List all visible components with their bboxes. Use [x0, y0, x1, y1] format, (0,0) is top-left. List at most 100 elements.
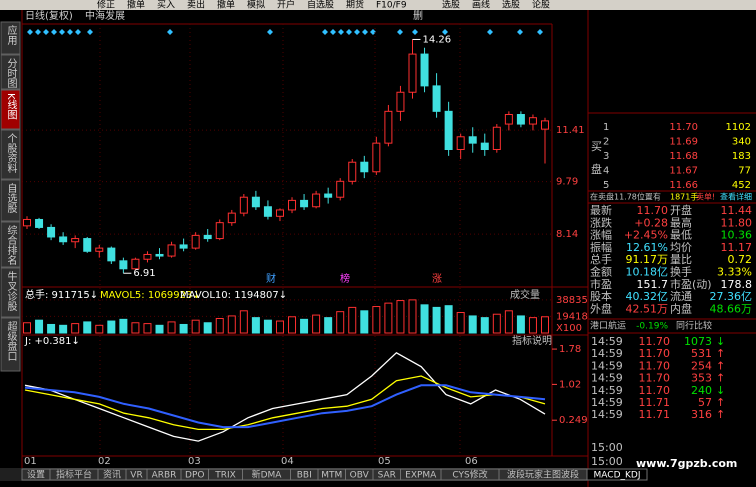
volume-bar [516, 315, 525, 334]
candle-body [288, 199, 297, 211]
sidebar-tab[interactable] [0, 21, 21, 55]
stat-value: 48.66万 [710, 302, 753, 315]
candle-body [251, 196, 260, 208]
candle-body [360, 161, 369, 173]
signal-diamond [537, 29, 543, 35]
sector-name[interactable]: 港口航运 [590, 320, 626, 332]
toolbar-button[interactable]: 开户 [277, 0, 295, 11]
candle-body [179, 244, 188, 249]
volume-bar [336, 311, 345, 334]
candle-body [227, 212, 236, 224]
tab-label[interactable]: EXPMA [405, 471, 437, 481]
tab-label[interactable]: 新DMA [252, 469, 283, 481]
tab-label[interactable]: 指标平台 [56, 469, 92, 481]
volume-title[interactable]: 成交量 [510, 288, 540, 301]
tab-label[interactable]: BBI [297, 471, 312, 481]
event-marker[interactable]: 涨 [432, 273, 442, 285]
toolbar-button[interactable]: 论股 [532, 0, 550, 11]
tab-label[interactable]: VR [130, 471, 142, 481]
tab[interactable] [586, 468, 648, 481]
toolbar-button[interactable]: 修正 [97, 0, 115, 11]
candle-body [396, 91, 405, 112]
sidebar-tab-label[interactable]: 个股资料 [5, 133, 17, 174]
bid-level: 5 [603, 180, 609, 191]
peer-compare[interactable]: 同行比较 [676, 320, 712, 332]
volume-bar [107, 320, 116, 334]
trade-price: 11.71 [639, 408, 671, 421]
tab-label[interactable]: OBV [350, 471, 370, 481]
tab-label[interactable]: TRIX [214, 471, 236, 481]
corner-button[interactable]: 删 [413, 10, 423, 22]
sidebar-tab-label[interactable]: 自选股 [5, 182, 17, 214]
x-label: 06 [465, 456, 478, 467]
trade-price: 11.70 [639, 335, 671, 348]
stat-value: 10.36 [721, 229, 753, 242]
toolbar-button[interactable]: 选股 [442, 0, 460, 11]
tab-label[interactable]: DPO [185, 471, 204, 481]
toolbar-button[interactable]: 买入 [157, 0, 175, 11]
candle-body [71, 238, 80, 243]
toolbar-button[interactable]: 撤单 [127, 0, 145, 11]
sidebar-tab-label[interactable]: 应用 [5, 24, 17, 46]
volume-bar [131, 322, 140, 334]
volume-bar [372, 306, 381, 334]
toolbar-button[interactable]: 画线 [472, 0, 490, 11]
sidebar-tab-label[interactable]: 综合排名 [5, 224, 17, 266]
kdj-help[interactable]: 指标说明 [512, 334, 552, 347]
candle-body [203, 234, 212, 240]
price-tick-label: 11.41 [556, 125, 585, 136]
toolbar-button[interactable]: 卖出 [187, 0, 205, 11]
toolbar-button[interactable]: 期货 [346, 0, 364, 11]
sidebar-tab[interactable] [0, 129, 21, 180]
toolbar-button[interactable]: 撤单 [217, 0, 235, 11]
tab-label[interactable]: ARBR [152, 471, 177, 481]
sidebar-tab-label[interactable]: 牛叉诊股 [5, 270, 17, 312]
volume-bar [324, 317, 333, 334]
sidebar-tab[interactable] [0, 179, 21, 222]
volume-bar [35, 319, 44, 334]
trade-arrow: ↑ [716, 408, 725, 421]
volume-bar [227, 315, 236, 334]
tab-label[interactable]: SAR [378, 471, 396, 481]
sidebar-tab-label[interactable]: 超级盘口 [5, 320, 17, 361]
volume-bar [191, 319, 200, 334]
volume-bar [71, 323, 80, 334]
tab-label[interactable]: 资讯 [103, 470, 121, 481]
toolbar-button[interactable]: 自选股 [307, 0, 334, 11]
stat-value: +0.28 [634, 216, 668, 229]
bid-side-label: 盘 [591, 162, 602, 176]
notice[interactable]: 查看详细 [720, 192, 752, 202]
event-marker[interactable]: 财 [266, 272, 276, 285]
stat-label: 振幅 [590, 240, 612, 254]
sidebar-tab[interactable] [0, 89, 21, 130]
closing-time: 15:00 [591, 441, 623, 454]
sidebar-tab-label[interactable]: K线图 [5, 93, 17, 120]
stat-label: 量比 [670, 253, 692, 266]
sidebar-tab[interactable] [0, 267, 21, 318]
high-label: 14.26 [422, 34, 451, 45]
volume-bar [480, 317, 489, 334]
kdj-line [24, 375, 546, 431]
candle-body [324, 193, 333, 198]
candle-body [59, 236, 68, 243]
sidebar-tab-label[interactable]: 分时图 [5, 58, 17, 89]
tab-label[interactable]: 波段玩家主图波段 [507, 469, 579, 481]
tab-label[interactable]: MACD_KDJ [594, 471, 641, 481]
sidebar-tab[interactable] [0, 317, 21, 372]
tab-label[interactable]: MTM [321, 471, 342, 481]
tab-label[interactable]: 设置 [27, 470, 45, 481]
stat-label: 涨跌 [590, 215, 612, 229]
toolbar-button[interactable]: 模拟 [247, 0, 265, 11]
sidebar-tab[interactable] [0, 221, 21, 268]
toolbar-button[interactable]: 选股 [502, 0, 520, 11]
toolbar-button[interactable]: F10/F9 [376, 1, 407, 11]
stat-label: 金额 [590, 265, 612, 279]
sidebar-tab[interactable] [0, 54, 21, 90]
trade-volume: 316 [691, 408, 712, 421]
kdj-tick-label: 1.78 [559, 344, 581, 355]
x-label: 05 [378, 456, 391, 467]
event-marker[interactable]: 榜 [340, 272, 350, 285]
stat-label: 外盘 [590, 301, 612, 315]
tab-label[interactable]: CYS修改 [452, 469, 487, 481]
volume-bar [528, 317, 537, 334]
